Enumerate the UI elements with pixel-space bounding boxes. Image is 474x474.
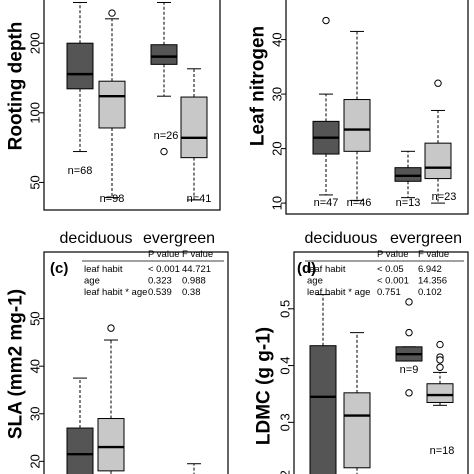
panel-1-y-tick-label: 200: [28, 32, 43, 54]
panel-4-table-cell: leaf habit * age: [307, 287, 370, 298]
panel-4-table-cell: 0.102: [418, 287, 442, 298]
panel-1-y-axis-label: Rooting depth: [6, 22, 27, 151]
panel-2-box-3-n-label: n=13: [396, 197, 421, 209]
panel-1-box-1-iqr: [66, 42, 94, 90]
panel-1-box-4-iqr: [180, 96, 208, 159]
panel-2-box-2-iqr: [343, 99, 371, 152]
panel-3-table-cell: leaf habit: [84, 264, 123, 275]
panel-1-box-2-n-label: n=98: [100, 193, 125, 205]
panel-4-table-cell: age: [307, 276, 323, 287]
panel-4-box-4-iqr: [426, 383, 454, 403]
panel-3-table-cell: 0.323: [148, 276, 172, 287]
panel-2-box-4-iqr: [424, 142, 452, 180]
panel-3-box-1-iqr: [66, 427, 94, 474]
panel-4-box-3-n-label: n=9: [400, 364, 419, 376]
panel-4-box-4-outlier: [436, 340, 444, 349]
panel-3-box-2-iqr: [97, 418, 125, 472]
panel-1-box-3-n-label: n=26: [154, 130, 179, 142]
panel-3-table-cell: 0.988: [182, 276, 206, 287]
panel-3-y-tick-label: 40: [28, 359, 43, 373]
panel-3-y-tick-label: 30: [28, 407, 43, 421]
panel-4-table-cell: 0.751: [377, 287, 401, 298]
panel-1-box-3-iqr: [150, 44, 178, 65]
panel-1-box-2-iqr: [98, 80, 126, 129]
panel-3-table-cell: < 0.001: [148, 264, 180, 275]
panel-4-table-header: F value: [418, 249, 449, 260]
panel-4-table-cell: leaf habit: [307, 264, 346, 275]
panel-4-y-axis-label: LDMC (g g-1): [254, 327, 275, 445]
panel-3-y-axis-label: SLA (mm2 mg-1): [6, 289, 27, 439]
panel-1-y-tick-label: 50: [28, 175, 43, 189]
panel-3-frame: [43, 251, 229, 474]
panel-4-box-4-n-label: n=18: [430, 445, 455, 457]
panel-1-x-category-label: deciduous: [60, 230, 133, 247]
panel-2-y-tick-label: 40: [270, 32, 285, 46]
panel-4-y-tick-label: 0.5: [278, 300, 293, 318]
panel-1-x-category-label: evergreen: [143, 230, 215, 247]
panel-3-table-cell: leaf habit * age: [84, 287, 147, 298]
panel-4-table-cell: < 0.001: [377, 276, 409, 287]
panel-1-y-tick-label: 100: [28, 102, 43, 124]
panel-4-box-3-outlier: [405, 328, 413, 337]
panel-2-box-1-n-label: n=47: [314, 197, 339, 209]
panel-4-box-4-outlier: [436, 363, 444, 371]
panel-2-x-category-label: evergreen: [390, 230, 462, 247]
panel-3-table-cell: 0.539: [148, 287, 172, 298]
panel-3-table-header: F value: [182, 249, 213, 260]
panel-4-table-header: P value: [377, 249, 409, 260]
panel-4-y-tick-label: 0.2: [278, 470, 293, 474]
panel-2-y-tick-label: 20: [270, 141, 285, 155]
panel-4-box-3-outlier: [405, 389, 413, 397]
panel-3-table-cell: age: [84, 276, 100, 287]
panel-2-y-axis-label: Leaf nitrogen: [248, 26, 269, 146]
panel-2-x-category-label: deciduous: [305, 230, 378, 247]
panel-4-table-cell: 6.942: [418, 264, 442, 275]
panel-2-box-4-outlier: [434, 79, 442, 87]
panel-4-table-cell: 14.356: [418, 276, 447, 287]
panel-3-y-tick-label: 20: [28, 454, 43, 468]
panel-1-frame: [43, 0, 221, 211]
panel-4-table-cell: < 0.05: [377, 264, 404, 275]
panel-4-label: (d): [297, 260, 316, 277]
panel-3-label: (c): [50, 260, 68, 277]
panel-3-table-cell: 0.38: [182, 287, 201, 298]
panel-3-box-2-outlier: [107, 324, 115, 332]
panel-2-box-2-n-label: n=46: [347, 197, 372, 209]
panel-1-box-2-outlier: [108, 9, 116, 17]
panel-2-box-4-n-label: n=23: [432, 191, 457, 203]
panel-3-table-header: P value: [148, 249, 180, 260]
panel-2-box-1-outlier: [322, 16, 330, 25]
panel-4-y-tick-label: 0.4: [278, 357, 293, 375]
panel-2-frame: [285, 0, 469, 215]
panel-4-box-2-iqr: [343, 392, 371, 469]
panel-1-box-3-outlier: [160, 147, 168, 156]
panel-2-box-3-iqr: [394, 167, 422, 182]
panel-4-frame: [293, 251, 469, 474]
panel-1-box-1-n-label: n=68: [68, 165, 93, 177]
panel-4-box-3-outlier: [405, 298, 413, 306]
panel-2-y-tick-label: 30: [270, 87, 285, 101]
panel-3-table-cell: 44.721: [182, 264, 211, 275]
panel-2-y-tick-label: 10: [270, 196, 285, 210]
panel-4-box-4-outlier: [436, 356, 444, 364]
panel-1-box-4-n-label: n=41: [187, 193, 212, 205]
panel-4-box-1-iqr: [309, 345, 337, 474]
panel-4-y-tick-label: 0.3: [278, 413, 293, 431]
panel-3-y-tick-label: 50: [28, 311, 43, 325]
